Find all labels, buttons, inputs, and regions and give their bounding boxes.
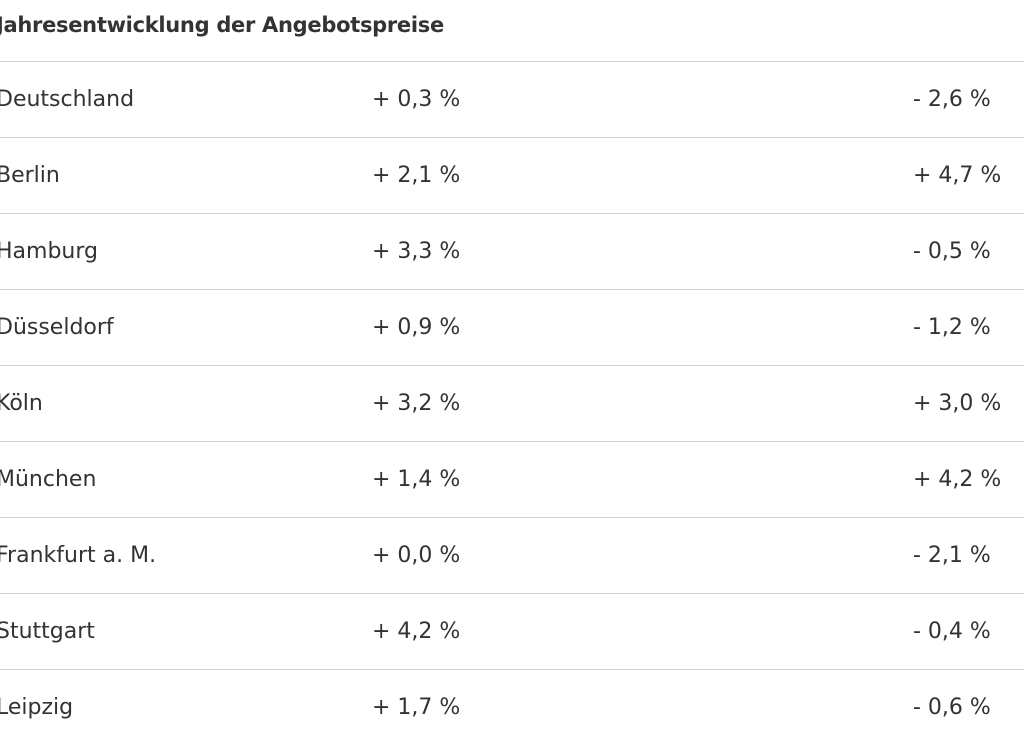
table-title: Jahresentwicklung der Angebotspreise <box>0 13 444 37</box>
city-name: Düsseldorf <box>0 315 114 340</box>
change-value-2: - 0,5 % <box>913 239 991 264</box>
city-name: Deutschland <box>0 87 135 112</box>
change-value-1: + 0,9 % <box>372 315 461 340</box>
change-value-2: - 1,2 % <box>913 315 991 340</box>
change-value-2: + 4,7 % <box>913 163 1002 188</box>
table-row: Berlin + 2,1 % + 4,7 % <box>0 138 1024 214</box>
city-name: Frankfurt a. M. <box>0 543 157 568</box>
change-value-1: + 3,2 % <box>372 391 461 416</box>
table-row: Leipzig + 1,7 % - 0,6 % <box>0 670 1024 743</box>
city-name: Berlin <box>0 163 60 188</box>
change-value-1: + 1,4 % <box>372 467 461 492</box>
change-value-1: + 3,3 % <box>372 239 461 264</box>
table-row: München + 1,4 % + 4,2 % <box>0 442 1024 518</box>
city-name: Stuttgart <box>0 619 95 644</box>
change-value-1: + 0,3 % <box>372 87 461 112</box>
table-row: Hamburg + 3,3 % - 0,5 % <box>0 214 1024 290</box>
table-row: Düsseldorf + 0,9 % - 1,2 % <box>0 290 1024 366</box>
change-value-2: - 0,6 % <box>913 695 991 720</box>
table-row: Stuttgart + 4,2 % - 0,4 % <box>0 594 1024 670</box>
change-value-1: + 0,0 % <box>372 543 461 568</box>
city-name: Köln <box>0 391 43 416</box>
table-row: Frankfurt a. M. + 0,0 % - 2,1 % <box>0 518 1024 594</box>
change-value-1: + 4,2 % <box>372 619 461 644</box>
table-row: Köln + 3,2 % + 3,0 % <box>0 366 1024 442</box>
city-name: Leipzig <box>0 695 74 720</box>
change-value-2: - 2,1 % <box>913 543 991 568</box>
city-name: Hamburg <box>0 239 98 264</box>
change-value-1: + 1,7 % <box>372 695 461 720</box>
city-name: München <box>0 467 97 492</box>
change-value-2: + 3,0 % <box>913 391 1002 416</box>
price-development-table: Deutschland + 0,3 % - 2,6 % Berlin + 2,1… <box>0 61 1024 743</box>
change-value-1: + 2,1 % <box>372 163 461 188</box>
change-value-2: - 0,4 % <box>913 619 991 644</box>
change-value-2: + 4,2 % <box>913 467 1002 492</box>
change-value-2: - 2,6 % <box>913 87 991 112</box>
table-row: Deutschland + 0,3 % - 2,6 % <box>0 62 1024 138</box>
